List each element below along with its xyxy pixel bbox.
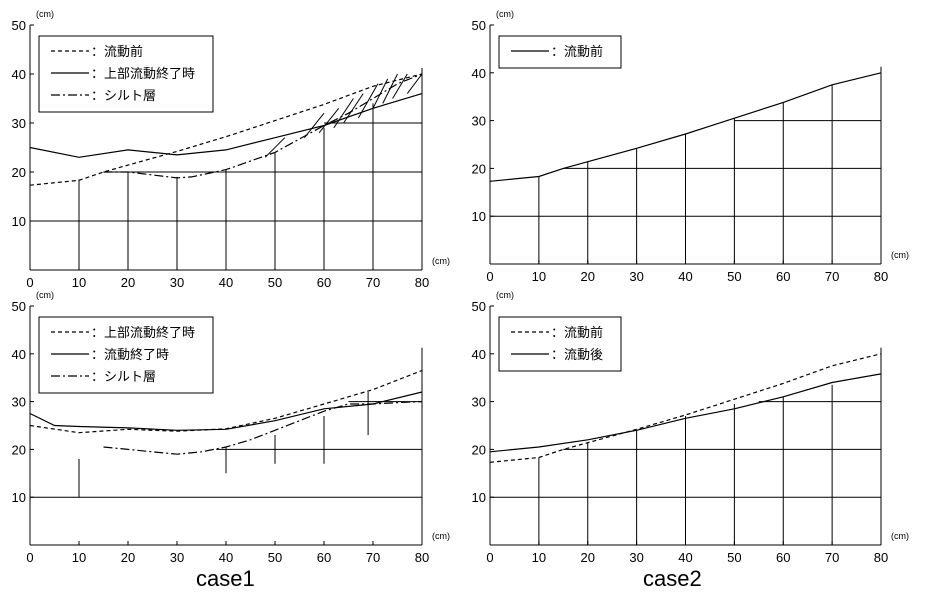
x-tick-label: 60 (776, 550, 790, 565)
y-tick-label: 30 (472, 114, 486, 129)
series-line-1 (489, 72, 882, 182)
x-unit-label: (cm) (432, 531, 450, 541)
y-tick-label: 20 (12, 442, 26, 457)
x-tick-label: 70 (825, 269, 839, 284)
chart-panel-bottom-right: 0 10 20 30 40 50 60 70 80 10 20 30 40 50 (cm) (cm) ：流動前 ：… (472, 290, 909, 565)
series-line-1 (489, 353, 882, 463)
legend-label: ：流動前 (91, 44, 143, 59)
case2-label: case2 (643, 566, 702, 591)
y-tick-label: 10 (472, 209, 486, 224)
y-tick-label: 10 (12, 214, 26, 229)
legend-box (498, 316, 622, 372)
legend-box (38, 316, 214, 394)
hatch-segment (392, 73, 408, 99)
y-unit-label: (cm) (36, 9, 54, 19)
x-tick-label: 60 (776, 269, 790, 284)
x-tick-label: 0 (26, 550, 33, 565)
x-tick-label: 70 (825, 550, 839, 565)
legend-label: ：流動前 (551, 44, 603, 59)
x-tick-label: 70 (366, 550, 380, 565)
y-tick-label: 40 (472, 347, 486, 362)
hatch-segment (406, 73, 423, 94)
y-unit-label: (cm) (36, 290, 54, 300)
x-tick-label: 50 (268, 275, 282, 290)
hatch-segment (304, 112, 325, 139)
x-unit-label: (cm) (432, 256, 450, 266)
chart-panel-top-right: 0 10 20 30 40 50 60 70 80 10 20 30 40 50 (cm) (cm) ：流動前 (472, 9, 909, 284)
y-tick-label: 40 (12, 347, 26, 362)
x-tick-label: 30 (170, 550, 184, 565)
hatch-segment (318, 107, 340, 134)
x-tick-label: 30 (629, 269, 643, 284)
x-tick-label: 50 (727, 550, 741, 565)
x-tick-label: 20 (581, 269, 595, 284)
y-tick-label: 20 (12, 165, 26, 180)
legend-label: ：シルト層 (91, 88, 156, 103)
series-line-2 (29, 391, 423, 431)
y-tick-label: 30 (12, 116, 26, 131)
y-tick-label: 50 (472, 18, 486, 33)
y-tick-label: 20 (472, 442, 486, 457)
legend-label: ：シルト層 (91, 369, 156, 384)
y-tick-label: 30 (472, 395, 486, 410)
x-tick-label: 50 (268, 550, 282, 565)
series-line-3 (103, 401, 423, 455)
x-tick-label: 30 (170, 275, 184, 290)
x-tick-label: 20 (121, 275, 135, 290)
x-tick-label: 80 (874, 550, 888, 565)
x-tick-label: 0 (486, 269, 493, 284)
x-tick-label: 0 (486, 550, 493, 565)
y-tick-label: 40 (12, 67, 26, 82)
legend-label: ：流動前 (551, 325, 603, 340)
x-tick-label: 10 (72, 275, 86, 290)
legend-box (498, 35, 622, 69)
hatch-segment (333, 98, 354, 129)
series-line-3 (103, 73, 423, 179)
x-tick-label: 80 (874, 269, 888, 284)
x-tick-label: 50 (727, 269, 741, 284)
series-line-2 (489, 373, 882, 453)
x-tick-label: 60 (317, 275, 331, 290)
x-tick-label: 10 (72, 550, 86, 565)
y-tick-label: 50 (472, 299, 486, 314)
x-tick-label: 40 (219, 550, 233, 565)
chart-panel-bottom-left: 0 10 20 30 40 50 60 70 80 10 20 30 40 50 (cm) (cm) ：上部流動… (12, 290, 450, 565)
x-tick-label: 40 (678, 269, 692, 284)
x-tick-label: 40 (219, 275, 233, 290)
y-tick-label: 50 (12, 299, 26, 314)
y-tick-label: 40 (472, 66, 486, 81)
x-tick-label: 60 (317, 550, 331, 565)
series-line-1 (29, 73, 423, 186)
case1-label: case1 (196, 566, 255, 591)
x-unit-label: (cm) (891, 250, 909, 260)
y-tick-label: 10 (472, 490, 486, 505)
legend-label: ：流動後 (551, 347, 603, 362)
x-tick-label: 20 (121, 550, 135, 565)
x-tick-label: 70 (366, 275, 380, 290)
x-tick-label: 20 (581, 550, 595, 565)
x-tick-label: 80 (415, 275, 429, 290)
y-tick-label: 50 (12, 18, 26, 33)
y-tick-label: 30 (12, 395, 26, 410)
y-unit-label: (cm) (496, 290, 514, 300)
x-tick-label: 10 (532, 269, 546, 284)
legend-box (38, 35, 214, 113)
legend-label: ：上部流動終了時 (91, 325, 195, 340)
hatch-segment (264, 137, 286, 158)
y-tick-label: 10 (12, 490, 26, 505)
legend-label: ：流動終了時 (91, 347, 169, 362)
x-tick-label: 30 (629, 550, 643, 565)
y-unit-label: (cm) (496, 9, 514, 19)
x-tick-label: 0 (26, 275, 33, 290)
chart-panel-top-left: 0 10 20 30 40 50 60 70 80 10 20 30 40 50 (cm) (cm) ：流動前 ：… (12, 9, 450, 290)
x-tick-label: 40 (678, 550, 692, 565)
legend-label: ：上部流動終了時 (91, 66, 195, 81)
x-unit-label: (cm) (891, 531, 909, 541)
x-tick-label: 80 (415, 550, 429, 565)
y-tick-label: 20 (472, 161, 486, 176)
x-tick-label: 10 (532, 550, 546, 565)
series-line-2 (29, 93, 423, 158)
